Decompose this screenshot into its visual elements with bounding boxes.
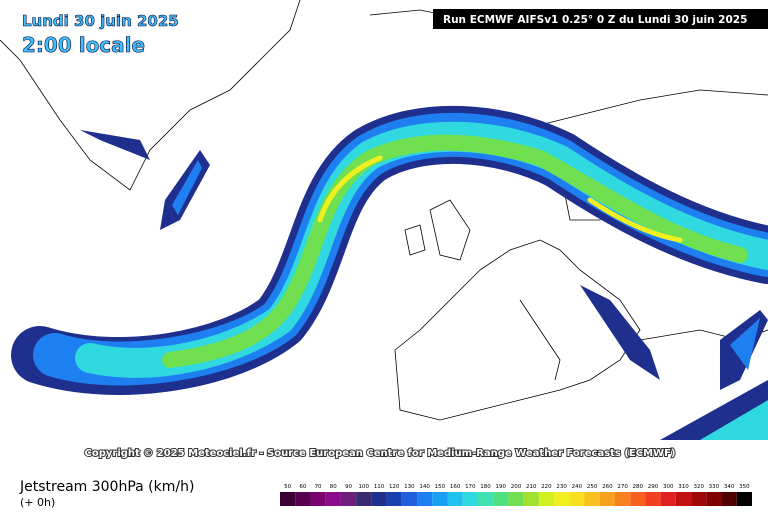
colorbar-swatch: [599, 492, 615, 506]
colorbar-swatch: [280, 492, 296, 506]
colorbar-label: 110: [374, 484, 385, 490]
colorbar-swatch: [477, 492, 494, 506]
colorbar-swatch: [569, 492, 585, 506]
colorbar-swatch: [630, 492, 646, 506]
date-label: Lundi 30 juin 2025: [22, 12, 179, 30]
colorbar-swatch: [523, 492, 539, 506]
colorbar-swatch: [432, 492, 448, 506]
colorbar-swatch: [417, 492, 433, 506]
copyright: Copyright © 2025 Meteociel.fr - Source E…: [85, 448, 676, 459]
colorbar-label: 70: [315, 484, 322, 490]
colorbar-swatch: [371, 492, 387, 506]
colorbar-label: 280: [633, 484, 644, 490]
colorbar-label: 190: [496, 484, 507, 490]
colorbar-label: 240: [572, 484, 583, 490]
time-label: 2:00 locale: [22, 33, 145, 57]
colorbar-label: 270: [617, 484, 628, 490]
colorbar-swatch: [614, 492, 631, 506]
colorbar-swatch: [508, 492, 524, 506]
colorbar-swatch: [675, 492, 692, 506]
run-box: [433, 9, 768, 29]
colorbar-swatch: [584, 492, 600, 506]
colorbar-label: 290: [648, 484, 659, 490]
colorbar-label: 320: [693, 484, 704, 490]
colorbar-label: 60: [299, 484, 306, 490]
colorbar-label: 90: [345, 484, 352, 490]
colorbar: 50 60 70 80 90 100 110 120 130 140 150 160 170 180 190…: [280, 484, 752, 506]
run-label: Run ECMWF AIFSv1 0.25° 0 Z du Lundi 30 j…: [443, 14, 747, 26]
colorbar-swatch: [386, 492, 402, 506]
colorbar-swatch: [340, 492, 357, 506]
colorbar-swatch: [447, 492, 463, 506]
colorbar-label: 180: [480, 484, 491, 490]
colorbar-label: 330: [709, 484, 720, 490]
colorbar-label: 340: [724, 484, 735, 490]
colorbar-label: 310: [678, 484, 689, 490]
colorbar-swatch: [554, 492, 570, 506]
colorbar-swatch: [325, 492, 341, 506]
colorbar-swatch: [295, 492, 311, 506]
colorbar-swatch: [493, 492, 509, 506]
colorbar-label: 250: [587, 484, 598, 490]
colorbar-label: 300: [663, 484, 674, 490]
colorbar-swatch: [645, 492, 661, 506]
jetstream: [11, 105, 768, 440]
colorbar-swatch: [706, 492, 722, 506]
colorbar-swatch: [538, 492, 555, 506]
colorbar-swatch: [356, 492, 372, 506]
colorbar-swatch: [736, 492, 752, 506]
colorbar-label: 200: [511, 484, 522, 490]
colorbar-label: 130: [404, 484, 415, 490]
colorbar-label: 100: [358, 484, 369, 490]
forecast-offset: (+ 0h): [20, 496, 55, 509]
colorbar-swatch: [721, 492, 737, 506]
colorbar-label: 50: [284, 484, 291, 490]
colorbar-label: 350: [739, 484, 750, 490]
colorbar-label: 150: [435, 484, 446, 490]
colorbar-label: 260: [602, 484, 613, 490]
colorbar-swatch: [462, 492, 478, 506]
colorbar-label: 210: [526, 484, 537, 490]
colorbar-swatch: [310, 492, 326, 506]
colorbar-label: 230: [556, 484, 567, 490]
colorbar-swatch: [691, 492, 707, 506]
colorbar-label: 120: [389, 484, 400, 490]
colorbar-swatch: [660, 492, 676, 506]
colorbar-label: 80: [330, 484, 337, 490]
colorbar-label: 220: [541, 484, 552, 490]
legend-title: Jetstream 300hPa (km/h): [19, 479, 194, 495]
colorbar-label: 170: [465, 484, 476, 490]
colorbar-label: 140: [419, 484, 430, 490]
colorbar-swatch: [401, 492, 418, 506]
colorbar-label: 160: [450, 484, 461, 490]
